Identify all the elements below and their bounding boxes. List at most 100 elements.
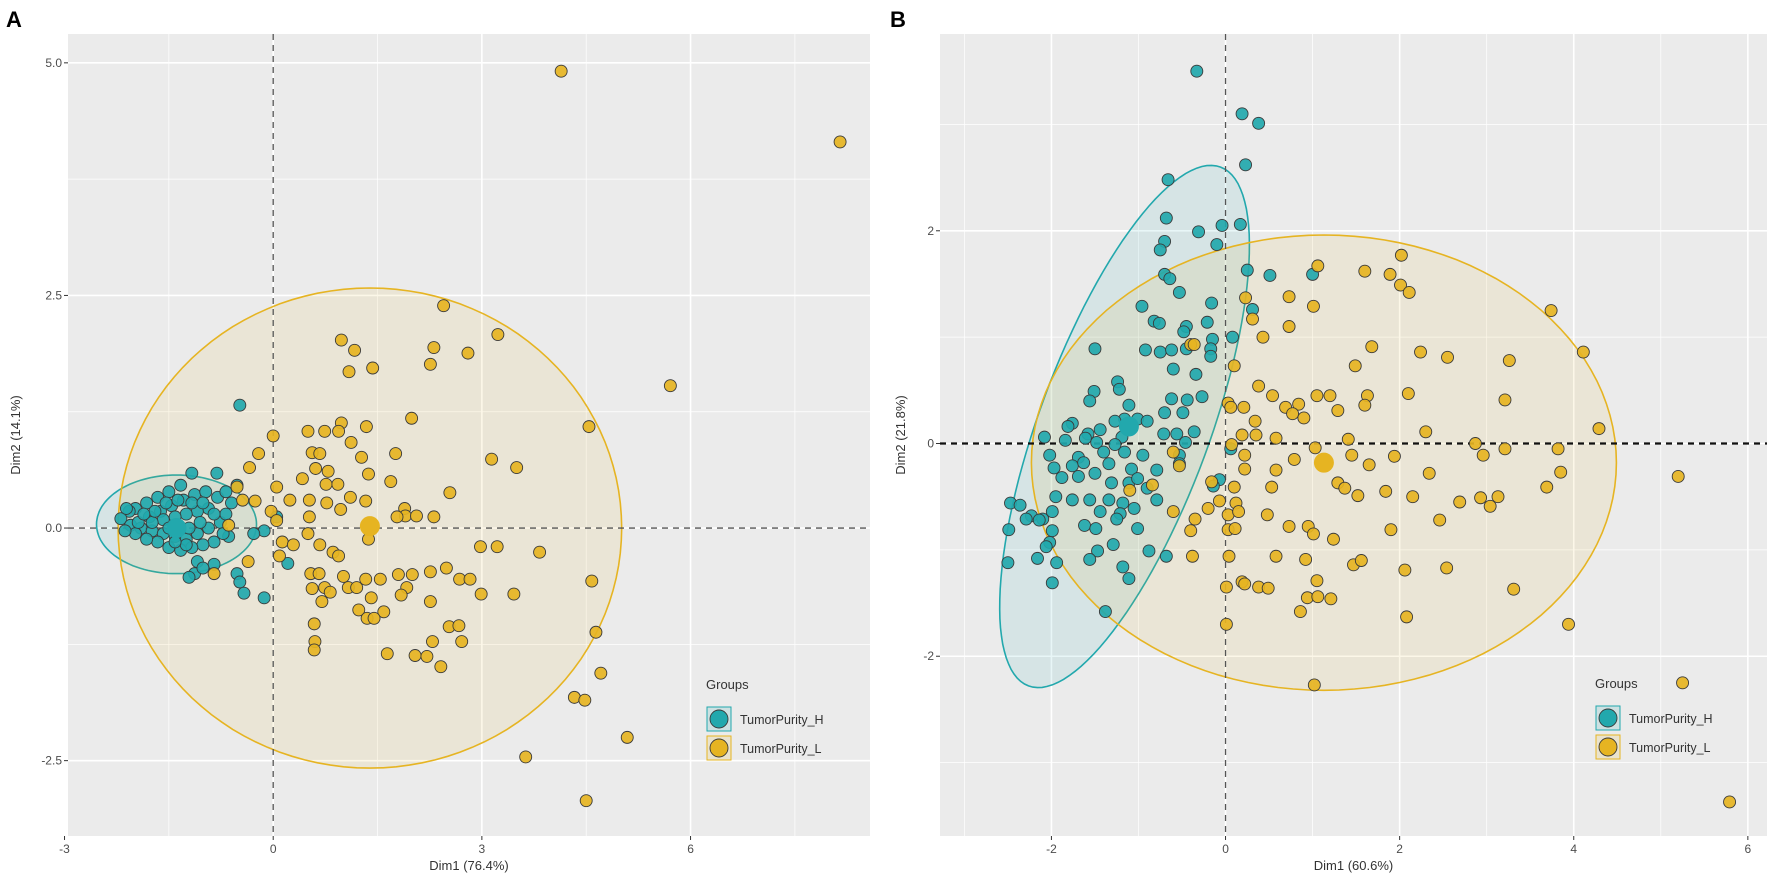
data-point [148,504,162,518]
data-point [1419,425,1433,439]
data-point [1414,345,1427,359]
data-point [1001,556,1015,570]
data-point [1394,248,1408,262]
data-point [1108,438,1122,452]
plot-background [68,34,870,836]
data-point [1187,425,1201,439]
data-point [270,514,284,528]
plot-background [940,34,1767,836]
data-point [420,649,434,663]
data-point [342,365,356,379]
data-point [1269,431,1283,445]
data-point [408,649,422,662]
data-point [1331,404,1345,417]
data-point [1150,493,1164,507]
data-point [384,475,398,488]
data-point [455,635,469,648]
data-point [1045,576,1059,590]
data-point [320,496,334,510]
data-point [510,461,524,475]
data-point [1043,448,1057,462]
data-point [1088,466,1102,480]
data-point [1065,459,1079,473]
data-point [151,535,165,549]
data-point [159,496,173,510]
data-point [236,493,250,507]
data-point [1180,393,1194,407]
data-point [1384,523,1398,537]
data-point [1050,556,1064,570]
data-point [1237,400,1251,414]
data-point [389,447,403,461]
y-tick-label: 0.0 [45,521,62,535]
data-point [1387,449,1401,463]
data-point [620,730,634,744]
data-point [1233,217,1247,231]
data-point [490,540,504,554]
data-point [1152,316,1166,330]
data-point [1083,394,1097,408]
data-point [1131,472,1145,486]
data-point [233,575,247,589]
data-point [1365,340,1379,354]
data-point [1299,552,1313,566]
legend-label: TumorPurity_L [740,742,822,756]
data-point [1240,263,1254,277]
legend-title: Groups [1595,676,1638,691]
data-point [315,595,329,608]
data-point [1172,286,1186,299]
data-point [230,480,244,494]
data-point [1287,453,1301,466]
data-point [373,572,387,586]
data-point [1179,435,1192,449]
data-point [1468,437,1482,450]
data-point [485,452,499,466]
data-point [1398,563,1412,577]
data-point [1088,342,1102,356]
data-point [1039,540,1053,554]
data-point [233,398,247,412]
data-point [1150,463,1164,477]
group-mean-point [359,516,380,537]
data-point [301,527,315,541]
data-point [334,333,348,347]
data-point [1125,462,1138,476]
data-point [199,485,213,499]
data-point [1102,457,1116,471]
x-tick-label: 3 [479,842,486,856]
data-point [266,429,280,443]
data-point [405,568,419,582]
data-point [1239,291,1253,305]
data-point [1145,478,1159,492]
data-point [219,485,233,499]
data-point [1286,407,1300,421]
data-point [1184,524,1198,538]
data-point [364,591,378,605]
data-point [119,502,133,515]
data-point [1310,389,1324,403]
legend-marker [709,709,729,729]
y-axis-title: Dim2 (14.1%) [8,395,23,474]
data-point [1045,524,1059,538]
data-point [237,586,251,600]
data-point [1093,505,1107,519]
data-point [1071,470,1085,483]
data-point [1348,359,1362,373]
data-point [1440,561,1454,575]
data-point [491,328,505,341]
data-point [1049,490,1063,504]
data-point [1227,480,1241,494]
data-point [1263,269,1277,282]
data-point [114,512,128,526]
data-point [1562,617,1575,631]
data-point [355,450,368,464]
data-point [185,496,199,510]
data-point [1282,290,1296,304]
data-point [1077,456,1091,470]
data-point [1013,498,1027,512]
legend: Groups TumorPurity_H TumorPurity_L [706,677,824,761]
data-point [1122,572,1136,586]
data-point [1402,286,1416,299]
data-point [1379,484,1393,498]
